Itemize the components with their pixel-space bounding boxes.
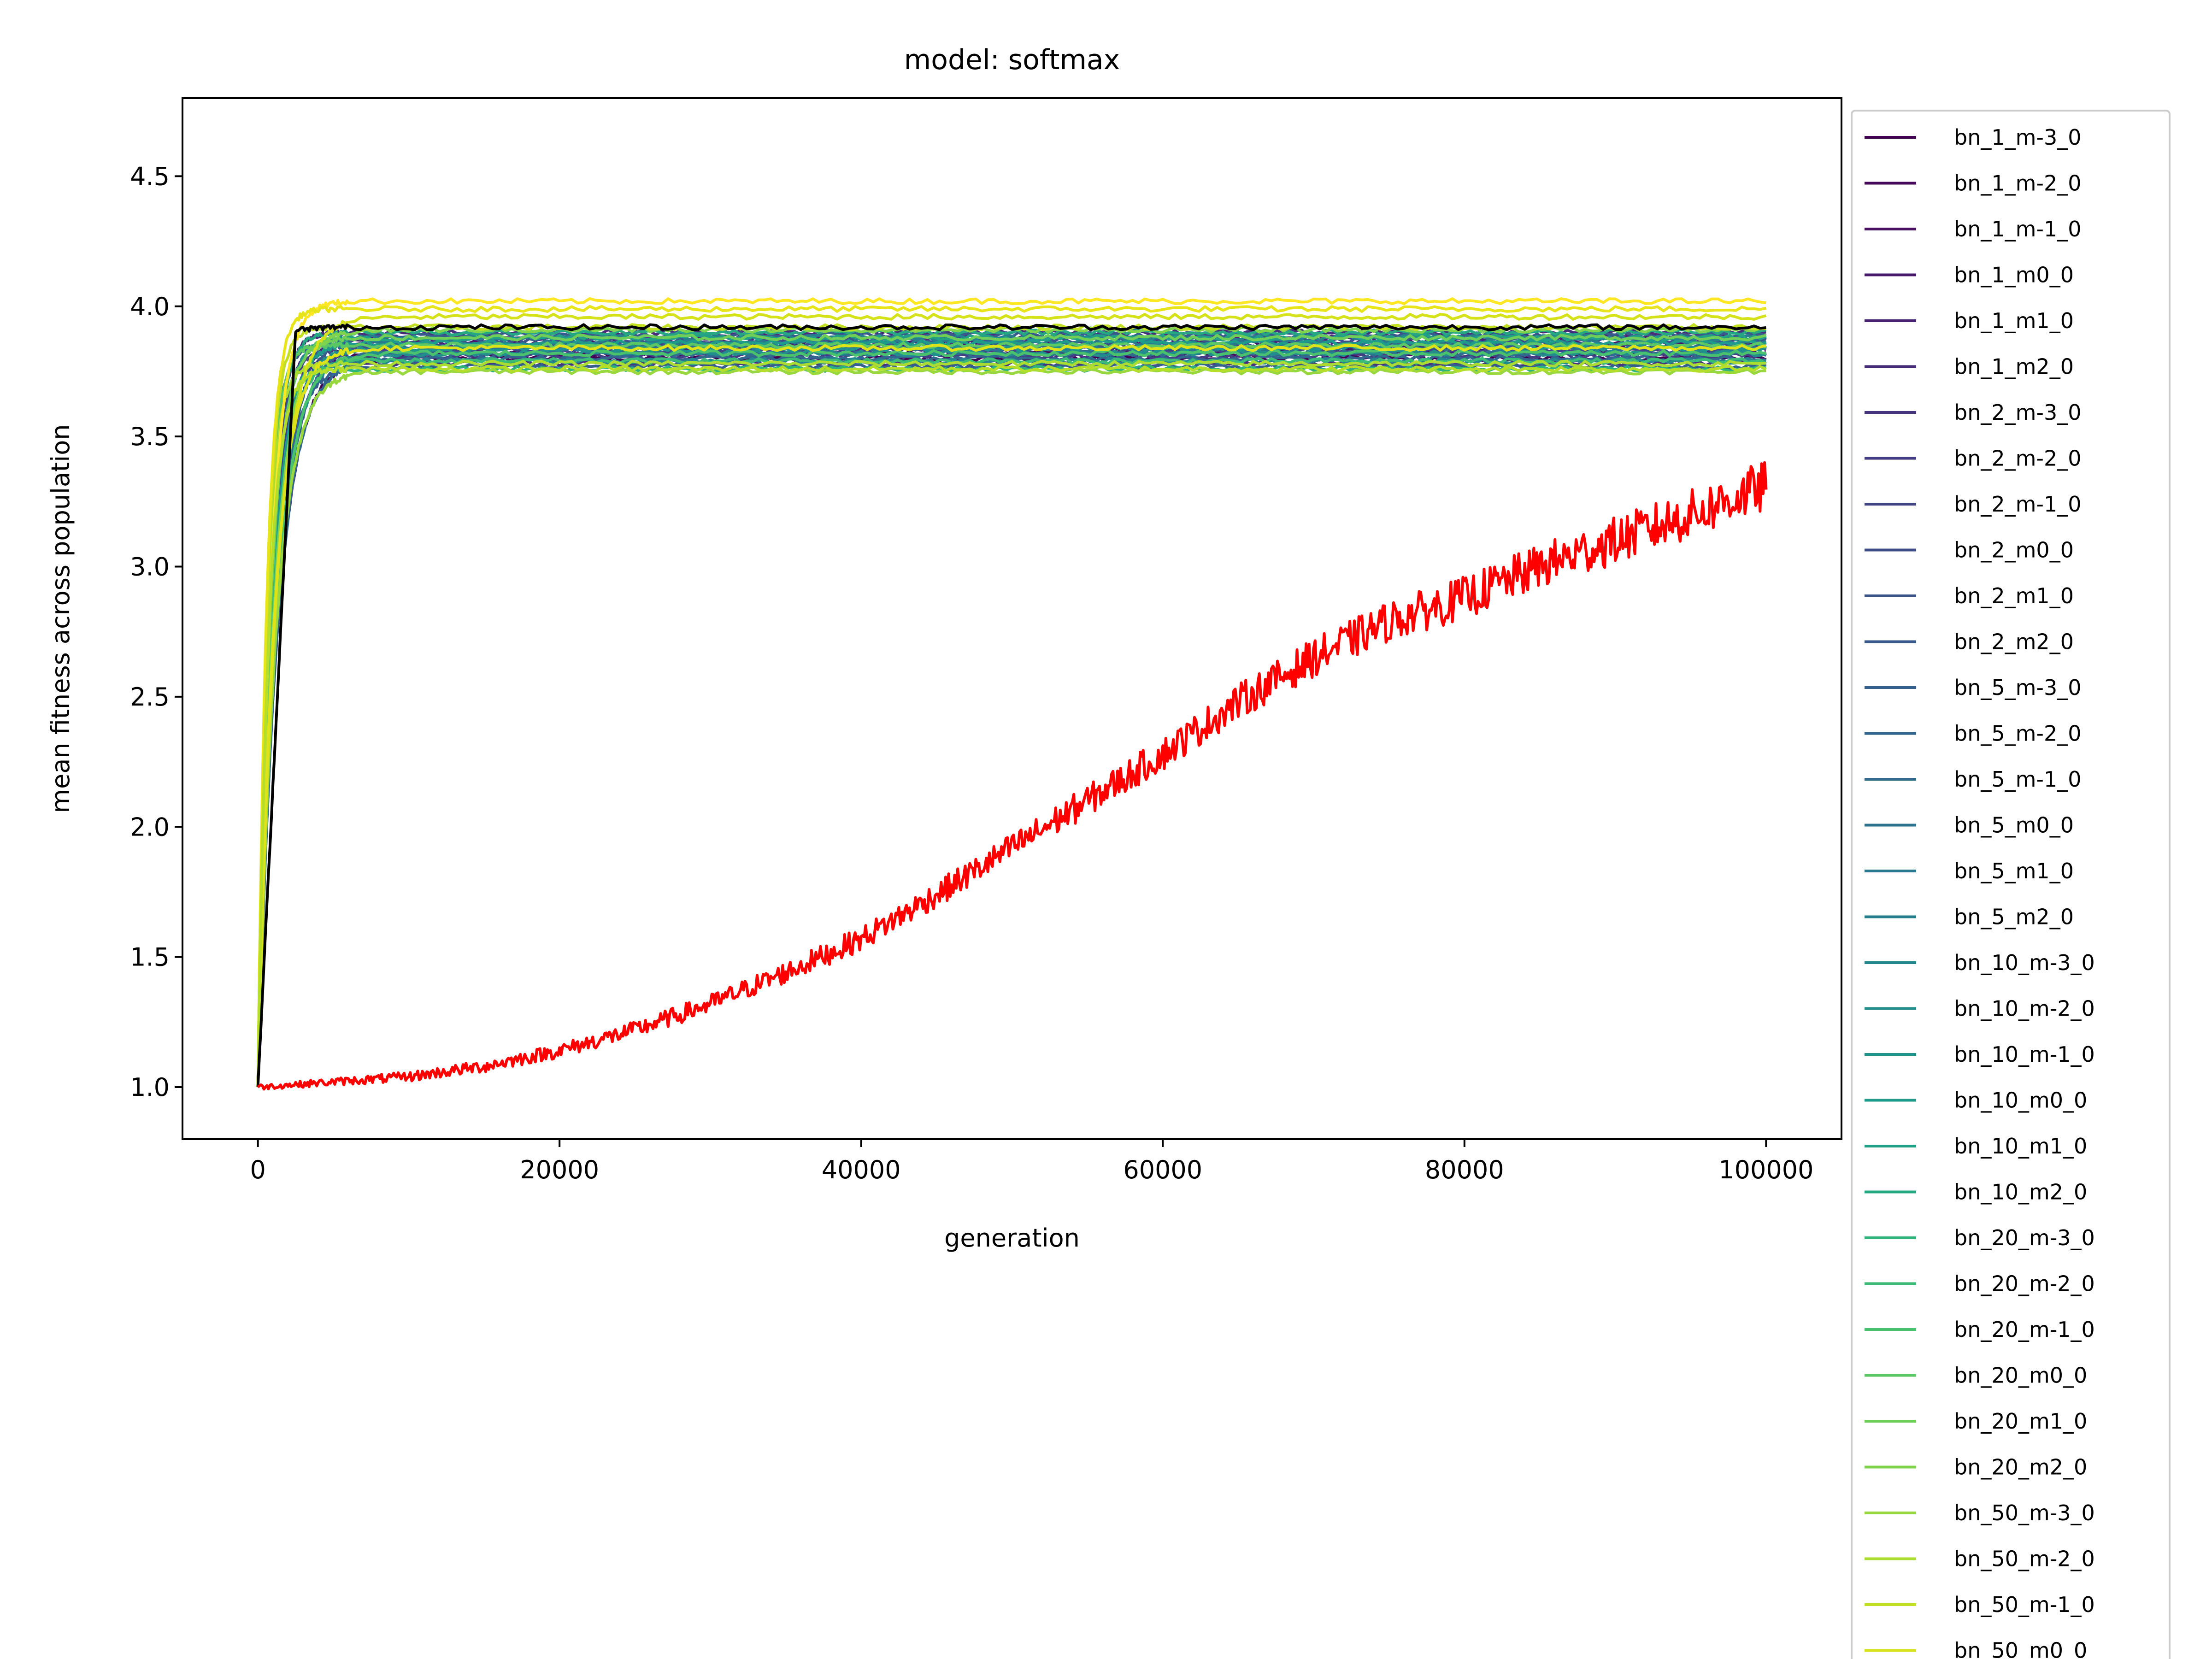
legend-label: bn_1_m-3_0 <box>1954 125 2082 150</box>
y-tick-label: 2.5 <box>130 682 170 712</box>
y-tick-label: 4.5 <box>130 162 170 191</box>
legend-label: bn_2_m0_0 <box>1954 538 2074 563</box>
plot-frame <box>182 97 1842 1140</box>
legend-label: bn_50_m-3_0 <box>1954 1500 2095 1525</box>
legend-label: bn_2_m-2_0 <box>1954 446 2082 471</box>
legend-label: bn_5_m1_0 <box>1954 859 2074 883</box>
series-line-extra-2 <box>256 344 1767 1088</box>
series-line-bn_20_m1_0 <box>256 334 1767 1088</box>
legend-label: bn_20_m2_0 <box>1954 1455 2087 1480</box>
series-line-extra-4 <box>256 323 1766 1088</box>
legend-label: bn_10_m-3_0 <box>1954 950 2095 975</box>
y-axis-label: mean fitness across population <box>46 424 75 813</box>
series-line-bn_50_m0_0 <box>256 312 1767 1088</box>
y-tick-label: 3.5 <box>130 422 170 451</box>
series-line-extra-3 <box>256 365 1767 1088</box>
x-tick-label: 0 <box>250 1155 265 1184</box>
x-tick-label: 60000 <box>1123 1155 1202 1184</box>
legend-label: bn_5_m2_0 <box>1954 905 2074 930</box>
y-tick-label: 1.5 <box>130 943 170 972</box>
legend-label: bn_10_m1_0 <box>1954 1134 2087 1159</box>
legend-label: bn_10_m2_0 <box>1954 1180 2087 1205</box>
legend-label: bn_10_m-1_0 <box>1954 1042 2095 1067</box>
legend-label: bn_2_m-3_0 <box>1954 400 2082 425</box>
y-tick-label: 2.0 <box>130 812 170 841</box>
legend-label: bn_10_m0_0 <box>1954 1088 2087 1113</box>
legend-label: bn_5_m0_0 <box>1954 813 2074 838</box>
x-tick-label: 20000 <box>520 1155 599 1184</box>
legend-label: bn_5_m-2_0 <box>1954 721 2082 746</box>
x-tick-label: 40000 <box>822 1155 901 1184</box>
y-tick-label: 4.0 <box>130 292 170 321</box>
legend: bn_1_m-3_0 bn_1_m-2_0 bn_1_m-1_0 bn_1_m0_0b… <box>1851 110 2171 1659</box>
legend-label: bn_2_m1_0 <box>1954 583 2074 608</box>
chart-title: model: softmax <box>904 44 1120 76</box>
series-line-extra-0 <box>256 297 1766 1088</box>
legend-label: bn_50_m-1_0 <box>1954 1592 2095 1617</box>
legend-label: bn_10_m-2_0 <box>1954 996 2095 1021</box>
legend-label: bn_5_m-1_0 <box>1954 767 2082 792</box>
legend-label: bn_50_m0_0 <box>1954 1638 2087 1659</box>
series-lines <box>256 297 1768 1091</box>
legend-label: bn_5_m-3_0 <box>1954 675 2082 700</box>
legend-label: bn_20_m-2_0 <box>1954 1271 2095 1296</box>
x-tick-label: 80000 <box>1425 1155 1504 1184</box>
legend-label: bn_20_m-1_0 <box>1954 1317 2095 1342</box>
series-line-bn_5_m-2_0 <box>256 354 1766 1088</box>
legend-label: bn_20_m1_0 <box>1954 1409 2087 1434</box>
y-tick-label: 3.0 <box>130 553 170 582</box>
legend-label: bn_50_m-2_0 <box>1954 1547 2095 1571</box>
legend-label: bn_1_m-1_0 <box>1954 217 2082 241</box>
axes: 0 20000 40000 60000 80000 100000 1.0 1.5 2.0 2.5 3… <box>130 97 1842 1184</box>
legend-frame <box>1851 110 2171 1659</box>
series-line-extra-1 <box>256 305 1767 1088</box>
legend-label: bn_20_m-3_0 <box>1954 1225 2095 1250</box>
y-tick-label: 1.0 <box>130 1073 170 1102</box>
series-line-extra-5 <box>257 461 1768 1091</box>
legend-label: bn_2_m-1_0 <box>1954 492 2082 517</box>
x-tick-label: 100000 <box>1718 1155 1813 1184</box>
legend-label: bn_1_m1_0 <box>1954 308 2074 333</box>
legend-label: bn_1_m0_0 <box>1954 263 2074 288</box>
legend-label: bn_1_m2_0 <box>1954 354 2074 379</box>
series-line-bn_50_m-2_0 <box>256 359 1766 1088</box>
legend-label: bn_2_m2_0 <box>1954 629 2074 654</box>
x-axis-label: generation <box>944 1224 1080 1253</box>
legend-label: bn_20_m0_0 <box>1954 1363 2087 1388</box>
legend-label: bn_1_m-2_0 <box>1954 171 2082 196</box>
